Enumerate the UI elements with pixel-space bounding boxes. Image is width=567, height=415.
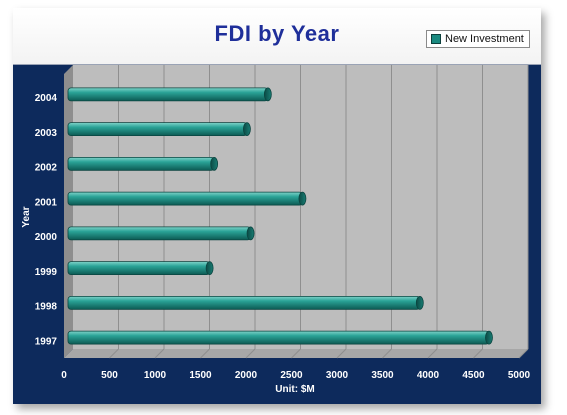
gridline-floor xyxy=(382,348,392,359)
y-tick-label: 2003 xyxy=(35,128,58,139)
bar-body xyxy=(67,226,251,241)
chart-title: FDI by Year xyxy=(214,21,340,46)
bar-end-cap xyxy=(205,261,214,276)
x-tick-label: 4500 xyxy=(462,370,485,381)
x-tick-label: 4000 xyxy=(417,370,440,381)
gridline-floor xyxy=(200,348,210,359)
bar-2003 xyxy=(67,122,251,137)
gridline-floor xyxy=(245,348,256,359)
plot-area xyxy=(64,65,529,359)
bar-end-cap xyxy=(246,226,255,241)
x-tick-label: 0 xyxy=(61,370,67,381)
gridline-floor xyxy=(109,348,119,359)
y-tick-label: 2001 xyxy=(35,197,58,208)
y-tick-label: 1997 xyxy=(35,336,58,347)
bar-2004 xyxy=(67,87,272,102)
bar-end-cap xyxy=(415,295,424,310)
bar-body xyxy=(67,330,490,345)
x-tick-label: 1000 xyxy=(144,370,167,381)
bar-2001 xyxy=(67,191,307,206)
legend: New Investment xyxy=(426,30,530,48)
legend-swatch xyxy=(431,34,441,44)
x-tick-label: 2500 xyxy=(280,370,303,381)
x-tick-label: 2000 xyxy=(235,370,258,381)
y-tick-label: 2000 xyxy=(35,232,58,243)
y-tick-label: 1998 xyxy=(35,302,58,313)
bar-end-cap xyxy=(298,191,307,206)
bar-2002 xyxy=(67,156,219,171)
x-tick-label: 3000 xyxy=(326,370,349,381)
bar-1998 xyxy=(67,295,424,310)
legend-label: New Investment xyxy=(445,33,524,45)
bar-end-cap xyxy=(485,330,493,345)
x-axis-label: Unit: $M xyxy=(275,384,314,395)
bar-body xyxy=(67,87,269,102)
bar-end-cap xyxy=(210,156,219,171)
bar-body xyxy=(67,122,248,137)
y-axis-label: Year xyxy=(21,206,32,227)
bar-2000 xyxy=(67,226,255,241)
x-tick-label: 3500 xyxy=(371,370,394,381)
y-tick-label: 1999 xyxy=(35,267,58,278)
bar-1999 xyxy=(67,261,214,276)
bar-body xyxy=(67,261,211,276)
y-tick-label: 2004 xyxy=(35,93,58,104)
y-tick-label: 2002 xyxy=(35,163,58,174)
bar-1997 xyxy=(67,330,493,345)
bar-end-cap xyxy=(243,122,251,137)
bars xyxy=(67,87,493,345)
x-tick-label: 1500 xyxy=(189,370,212,381)
bar-body xyxy=(67,156,215,171)
y-axis-ticks: 1997 1998 1999 2000 2001 2002 2003 2004 xyxy=(35,93,58,347)
gridline-floor xyxy=(518,348,529,359)
x-tick-label: 500 xyxy=(101,370,118,381)
gridline-floor xyxy=(291,348,301,359)
x-tick-label: 5000 xyxy=(508,370,531,381)
gridline-floor xyxy=(427,348,438,359)
plot-side-wall xyxy=(64,65,73,358)
x-axis-ticks: 0 500 1000 1500 2000 2500 3000 3500 4000 4500 5000 xyxy=(61,370,530,381)
gridline-floor xyxy=(473,348,483,359)
bar-body xyxy=(67,295,421,310)
gridline-floor xyxy=(336,348,347,359)
bar-body xyxy=(67,191,303,206)
gridline-floor xyxy=(154,348,165,359)
bar-end-cap xyxy=(263,87,272,102)
